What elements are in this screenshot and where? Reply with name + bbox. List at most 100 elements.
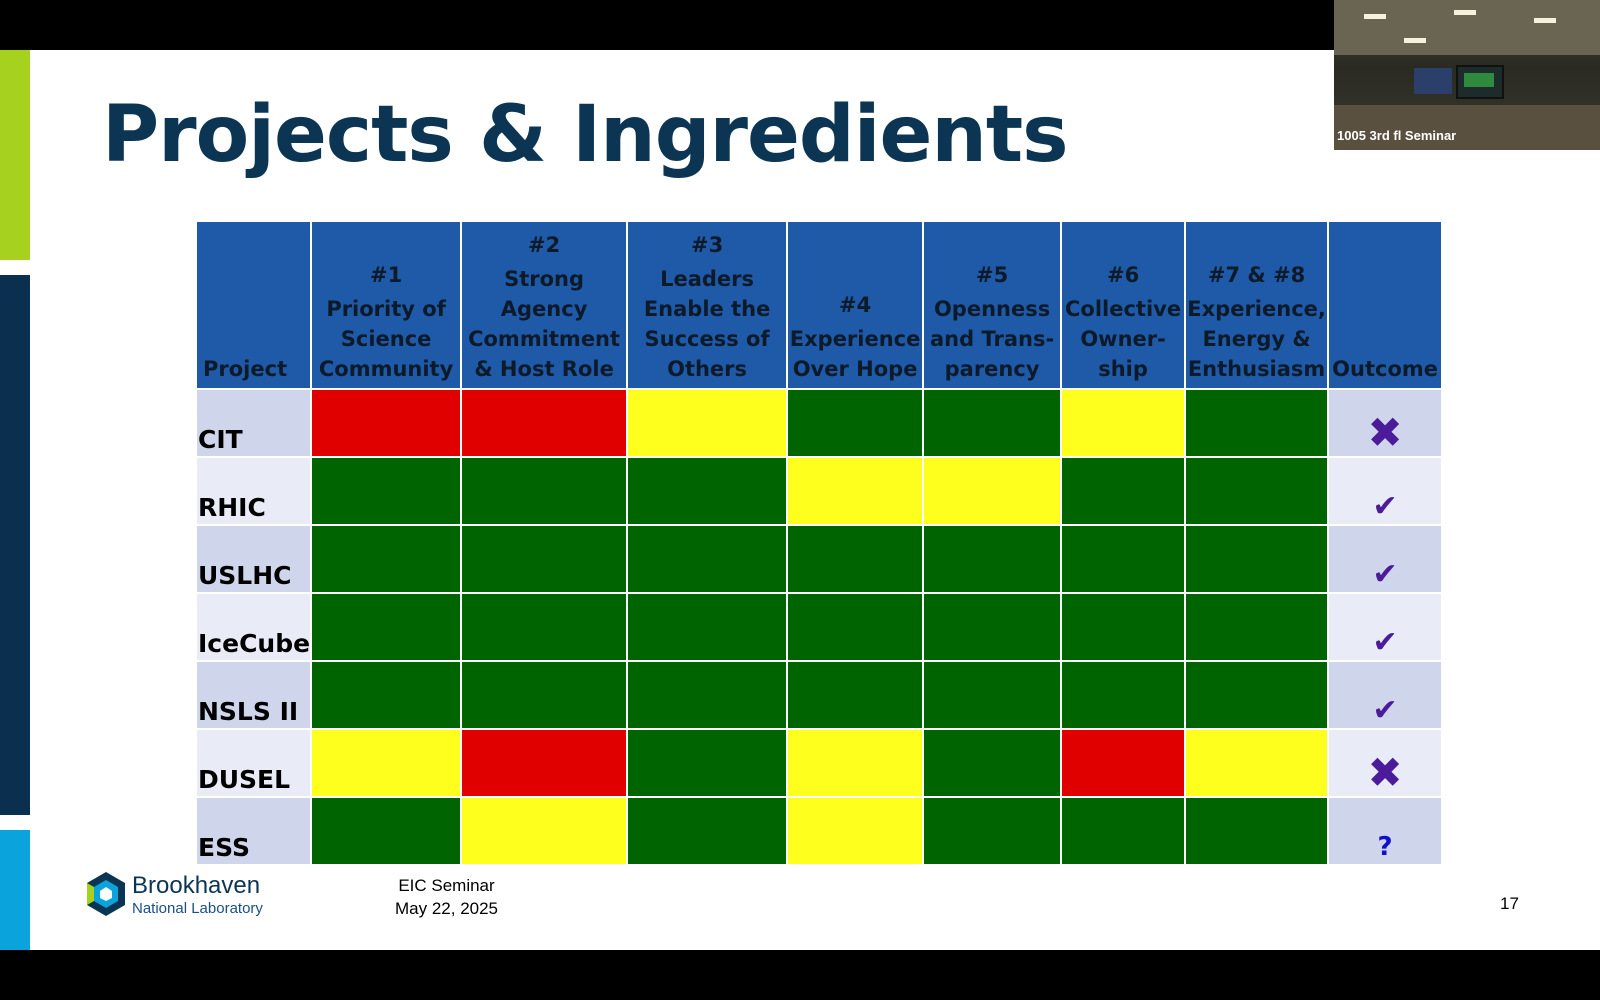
column-label: Experience Over Hope — [789, 327, 921, 381]
status-cell-green — [1184, 524, 1330, 594]
status-cell-green — [922, 388, 1063, 458]
column-header: #2 Strong Agency Commitment & Host Role — [460, 220, 629, 390]
status-cell-green — [626, 592, 789, 662]
status-cell-green — [786, 388, 925, 458]
table-row: USLHC ✔ — [194, 524, 1444, 594]
status-cell-green — [1184, 592, 1330, 662]
status-cell-green — [922, 796, 1063, 866]
ingredients-table: Project #1 Priority of Science Community … — [194, 220, 1444, 866]
ceiling-light — [1404, 38, 1426, 43]
hexagon-logo-icon — [87, 872, 125, 916]
outcome-cell: ✖ — [1327, 388, 1444, 458]
header-row: Project #1 Priority of Science Community … — [194, 220, 1444, 390]
side-accent-navy — [0, 275, 30, 815]
ceiling-light — [1454, 10, 1476, 15]
camera-label: 1005 3rd fl Seminar — [1337, 128, 1457, 143]
checkmark-icon: ✔ — [1372, 693, 1398, 728]
brookhaven-logo: Brookhaven National Laboratory — [84, 870, 284, 920]
column-number: #6 — [1106, 263, 1140, 287]
status-cell-green — [922, 592, 1063, 662]
column-number: #4 — [838, 293, 872, 317]
slide-title: Projects & Ingredients — [102, 90, 1069, 180]
status-cell-green — [460, 456, 629, 526]
table-row: CIT ✖ — [194, 388, 1444, 458]
status-cell-green — [626, 728, 789, 798]
column-label: Collective Owner-ship — [1065, 297, 1182, 381]
status-cell-green — [460, 660, 629, 730]
status-cell-green — [460, 592, 629, 662]
status-cell-green — [1184, 796, 1330, 866]
checkmark-icon: ✔ — [1372, 625, 1398, 660]
status-cell-yellow — [922, 456, 1063, 526]
status-cell-green — [1184, 660, 1330, 730]
status-cell-green — [922, 524, 1063, 594]
status-cell-green — [1060, 524, 1187, 594]
outcome-cell: ? — [1327, 796, 1444, 866]
status-cell-green — [626, 456, 789, 526]
status-cell-yellow — [310, 728, 463, 798]
column-header: #3 Leaders Enable the Success of Others — [626, 220, 789, 390]
status-cell-green — [626, 524, 789, 594]
outcome-cell: ✖ — [1327, 728, 1444, 798]
table-row: IceCube ✔ — [194, 592, 1444, 662]
status-cell-green — [310, 456, 463, 526]
status-cell-green — [1184, 388, 1330, 458]
status-cell-green — [1184, 456, 1330, 526]
column-number: #7 & #8 — [1207, 263, 1306, 287]
status-cell-yellow — [1060, 388, 1187, 458]
ceiling-light — [1364, 14, 1386, 19]
footer-date: May 22, 2025 — [395, 899, 499, 918]
status-cell-red — [1060, 728, 1187, 798]
status-cell-green — [1060, 796, 1187, 866]
status-cell-green — [310, 660, 463, 730]
status-cell-green — [1060, 592, 1187, 662]
status-cell-green — [310, 524, 463, 594]
project-name: ESS — [194, 796, 313, 866]
camera-ceiling — [1334, 0, 1600, 55]
status-cell-yellow — [786, 728, 925, 798]
project-name: IceCube — [194, 592, 313, 662]
table-row: DUSEL ✖ — [194, 728, 1444, 798]
status-cell-green — [786, 592, 925, 662]
table-body: CIT ✖ RHIC ✔ USLHC ✔ IceCube ✔ NSLS II ✔ DUSEL ✖ ESS… — [194, 388, 1444, 866]
page-number: 17 — [1500, 894, 1519, 913]
camera-feed-thumbnail[interactable]: 1005 3rd fl Seminar — [1334, 0, 1600, 150]
project-name: USLHC — [194, 524, 313, 594]
column-number: #3 — [690, 233, 724, 257]
column-label: Leaders Enable the Success of Others — [643, 267, 771, 381]
project-name: NSLS II — [194, 660, 313, 730]
side-accent-green — [0, 50, 30, 260]
column-label: Experience, Energy & Enthusiasm — [1187, 297, 1326, 381]
outcome-cell: ✔ — [1327, 524, 1444, 594]
column-header: #7 & #8 Experience, Energy & Enthusiasm — [1184, 220, 1330, 390]
status-cell-green — [626, 796, 789, 866]
status-cell-red — [460, 728, 629, 798]
status-cell-green — [786, 660, 925, 730]
table-row: ESS? — [194, 796, 1444, 866]
slide: Projects & Ingredients Project #1 Priorit… — [0, 50, 1600, 950]
status-cell-yellow — [460, 796, 629, 866]
status-cell-red — [460, 388, 629, 458]
column-header: #6 Collective Owner-ship — [1060, 220, 1187, 390]
project-name: CIT — [194, 388, 313, 458]
status-cell-green — [922, 660, 1063, 730]
cross-icon: ✖ — [1367, 408, 1403, 457]
footer-event: EIC Seminar — [398, 876, 495, 895]
status-cell-green — [460, 524, 629, 594]
project-name: DUSEL — [194, 728, 313, 798]
status-cell-red — [310, 388, 463, 458]
outcome-cell: ✔ — [1327, 592, 1444, 662]
status-cell-yellow — [786, 456, 925, 526]
logo-name: Brookhaven — [132, 872, 261, 899]
status-cell-yellow — [786, 796, 925, 866]
column-header: #5 Openness and Trans-parency — [922, 220, 1063, 390]
column-label: Priority of Science Community — [318, 297, 454, 381]
column-header: #4 Experience Over Hope — [786, 220, 925, 390]
column-label: Openness and Trans-parency — [929, 297, 1055, 381]
status-cell-green — [310, 796, 463, 866]
status-cell-green — [626, 660, 789, 730]
cross-icon: ✖ — [1367, 748, 1403, 797]
table-row: NSLS II ✔ — [194, 660, 1444, 730]
outcome-cell: ✔ — [1327, 660, 1444, 730]
checkmark-icon: ✔ — [1372, 557, 1398, 592]
